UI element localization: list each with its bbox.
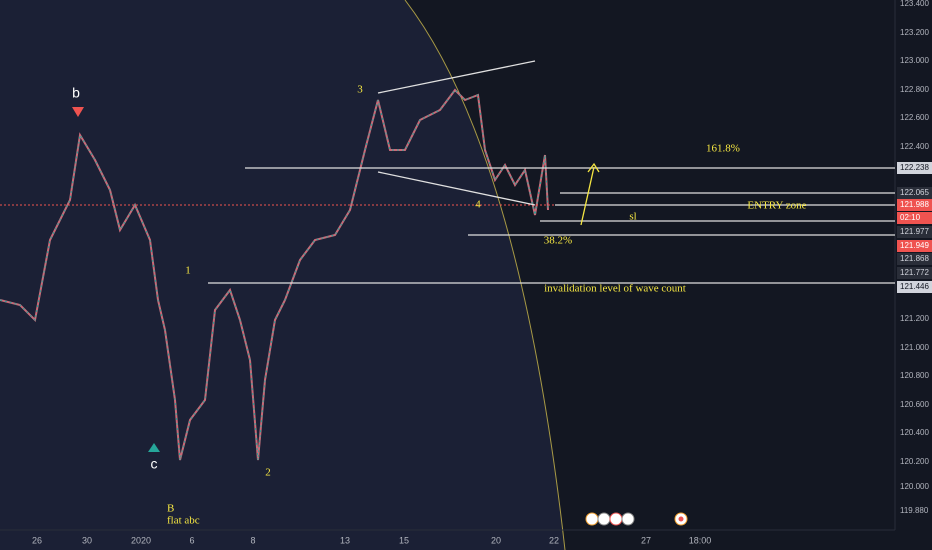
time-label: 13 [340,535,350,545]
price-label: 120.200 [900,457,929,466]
time-label: 2020 [131,535,151,545]
time-label: 30 [82,535,92,545]
time-label: 22 [549,535,559,545]
price-label: 121.446 [900,282,929,291]
time-label: 18:00 [689,535,712,545]
price-label: 123.400 [900,0,929,8]
price-label: 120.800 [900,371,929,380]
price-label: 122.800 [900,85,929,94]
price-label: 119.880 [900,506,929,515]
price-tag [897,226,932,238]
event-icon [609,512,623,526]
price-label: 122.238 [900,163,929,172]
price-label: 122.400 [900,142,929,151]
price-label: 122.600 [900,113,929,122]
price-label: 121.977 [900,227,929,236]
price-label: 123.200 [900,28,929,37]
event-icon [621,512,635,526]
annotation: 161.8% [706,143,740,155]
down-arrow [72,107,84,117]
trend-line [377,60,536,94]
event-icon [678,516,684,522]
annotation: 4 [475,199,481,211]
event-icon [585,512,599,526]
price-tag [897,162,932,174]
labels: 123.400 123.200 123.000 122.800 122.600 122.4… [32,0,932,545]
price-label: 120.600 [900,400,929,409]
price-tag [897,253,932,265]
circle-area [0,0,565,550]
time-label: 6 [189,535,194,545]
price-label: 120.400 [900,428,929,437]
price-label: 123.000 [900,56,929,65]
annotation: 2 [265,467,271,479]
circle-arc [404,0,566,550]
price-label: 121.988 [900,200,929,209]
price-series [0,88,549,461]
up-arrow [148,443,160,452]
price-tag [897,212,932,224]
price-label: 121.772 [900,268,929,277]
price-label: 121.000 [900,343,929,352]
annotation: 38.2% [544,235,572,247]
annotation: invalidation level of wave count [544,283,686,295]
time-label: 26 [32,535,42,545]
annotation: flat abc [167,515,200,527]
price-label: 02:10 [900,213,921,222]
arrow [580,166,595,226]
price-tag [897,240,932,252]
price-tag [897,199,932,211]
price-label: 121.868 [900,254,929,263]
time-label: 8 [250,535,255,545]
annotation: ENTRY zone [747,200,806,212]
price-label: 121.949 [900,241,929,250]
annotation: B [167,503,174,515]
price-tag [897,187,932,199]
drawings [208,60,895,284]
annotation: sl [629,211,636,223]
annotation: b [72,85,80,101]
trend-line [377,171,536,206]
time-label: 27 [641,535,651,545]
price-label: 121.200 [900,314,929,323]
arrow-head [587,162,600,173]
price-tag [897,281,932,293]
event-icon [597,512,611,526]
price-label: 120.000 [900,482,929,491]
annotation: c [151,456,158,472]
price-label: 122.065 [900,188,929,197]
annotation: 1 [185,265,191,277]
price-tag [897,267,932,279]
time-label: 15 [399,535,409,545]
time-label: 20 [491,535,501,545]
event-icons [585,512,688,526]
annotation: 3 [357,84,363,96]
